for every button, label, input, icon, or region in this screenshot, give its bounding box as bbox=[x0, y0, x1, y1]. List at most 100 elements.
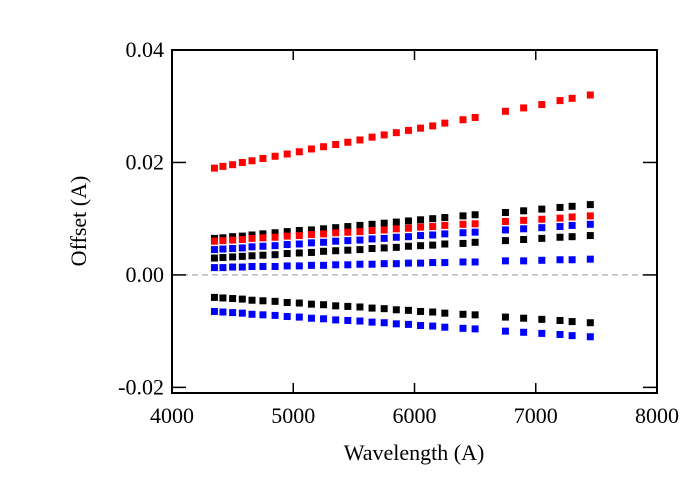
point bbox=[248, 310, 256, 318]
point bbox=[248, 243, 256, 251]
point bbox=[210, 293, 218, 301]
point bbox=[219, 237, 227, 245]
point bbox=[417, 242, 425, 250]
point bbox=[229, 263, 237, 271]
point bbox=[538, 234, 546, 242]
point bbox=[283, 241, 291, 249]
point bbox=[295, 262, 303, 270]
point bbox=[271, 233, 279, 241]
x-tick-label: 4000 bbox=[150, 403, 194, 428]
point bbox=[392, 233, 400, 241]
point bbox=[259, 230, 267, 238]
point bbox=[392, 320, 400, 328]
point bbox=[320, 247, 328, 255]
point bbox=[520, 207, 528, 215]
point bbox=[259, 242, 267, 250]
point bbox=[538, 101, 546, 109]
point bbox=[538, 215, 546, 223]
point bbox=[283, 232, 291, 240]
point bbox=[459, 229, 467, 237]
point bbox=[344, 223, 352, 231]
point bbox=[538, 329, 546, 337]
y-tick-label: -0.02 bbox=[118, 374, 164, 399]
point bbox=[556, 97, 564, 105]
point bbox=[404, 233, 412, 241]
point bbox=[417, 232, 425, 240]
point bbox=[356, 136, 364, 144]
point bbox=[459, 116, 467, 124]
point bbox=[356, 317, 364, 325]
point bbox=[283, 298, 291, 306]
point bbox=[501, 313, 509, 321]
point bbox=[520, 314, 528, 322]
point bbox=[332, 261, 340, 269]
point bbox=[429, 215, 437, 223]
point bbox=[441, 221, 449, 229]
y-tick-label: 0.02 bbox=[126, 149, 165, 174]
point bbox=[586, 212, 594, 220]
point bbox=[441, 323, 449, 331]
point bbox=[501, 107, 509, 115]
point bbox=[392, 129, 400, 137]
point bbox=[295, 240, 303, 248]
point bbox=[259, 234, 267, 242]
point bbox=[429, 231, 437, 239]
point bbox=[459, 220, 467, 228]
point bbox=[520, 104, 528, 112]
point bbox=[344, 228, 352, 236]
point bbox=[238, 295, 246, 303]
point bbox=[307, 226, 315, 234]
y-tick-label: 0.00 bbox=[126, 262, 165, 287]
point bbox=[210, 254, 218, 262]
point bbox=[295, 313, 303, 321]
point bbox=[271, 152, 279, 160]
point bbox=[586, 333, 594, 341]
point bbox=[556, 316, 564, 324]
point bbox=[380, 131, 388, 139]
point bbox=[219, 264, 227, 272]
point bbox=[332, 229, 340, 237]
point bbox=[520, 257, 528, 265]
point bbox=[501, 209, 509, 217]
point bbox=[295, 148, 303, 156]
point bbox=[556, 233, 564, 241]
y-axis-label: Offset (A) bbox=[66, 176, 91, 267]
point bbox=[356, 228, 364, 236]
point bbox=[238, 235, 246, 243]
point bbox=[417, 322, 425, 330]
point bbox=[538, 315, 546, 323]
point bbox=[441, 259, 449, 267]
point bbox=[417, 216, 425, 224]
point bbox=[229, 161, 237, 169]
point bbox=[380, 319, 388, 327]
point bbox=[368, 304, 376, 312]
point bbox=[344, 237, 352, 245]
point bbox=[417, 124, 425, 132]
point bbox=[307, 314, 315, 322]
point bbox=[538, 205, 546, 213]
point bbox=[259, 297, 267, 305]
point bbox=[441, 214, 449, 222]
point bbox=[295, 226, 303, 234]
point bbox=[501, 218, 509, 225]
point bbox=[259, 155, 267, 163]
point bbox=[520, 225, 528, 233]
point bbox=[271, 262, 279, 270]
point bbox=[210, 164, 218, 172]
point bbox=[501, 226, 509, 234]
point bbox=[368, 133, 376, 141]
point bbox=[356, 246, 364, 254]
point bbox=[404, 126, 412, 134]
point bbox=[404, 217, 412, 225]
point bbox=[283, 313, 291, 321]
point bbox=[283, 250, 291, 258]
point bbox=[219, 308, 227, 316]
point bbox=[471, 238, 479, 246]
point bbox=[210, 237, 218, 245]
point bbox=[229, 295, 237, 303]
point bbox=[307, 230, 315, 238]
y-tick-label: 0.04 bbox=[126, 37, 165, 62]
point bbox=[356, 221, 364, 229]
point bbox=[441, 240, 449, 248]
